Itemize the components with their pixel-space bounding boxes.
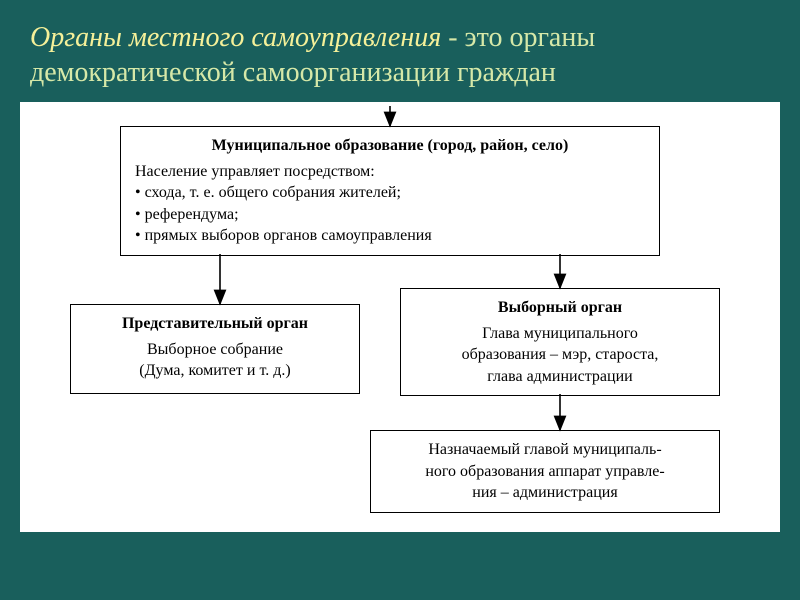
node-left-header: Представительный орган bbox=[85, 313, 345, 335]
bullet: схода, т. е. общего собрания жителей; bbox=[135, 182, 645, 204]
slide-title: Органы местного самоуправления - это орг… bbox=[0, 0, 800, 102]
node-municipal-entity: Муниципальное образование (город, район,… bbox=[120, 126, 660, 256]
node-left-line: (Дума, комитет и т. д.) bbox=[85, 360, 345, 382]
bullet: прямых выборов органов самоуправления bbox=[135, 225, 645, 247]
node-representative-body: Представительный орган Выборное собрание… bbox=[70, 304, 360, 394]
node-top-subheader: Население управляет посредством: bbox=[135, 161, 645, 183]
bullet: референдума; bbox=[135, 204, 645, 226]
node-right-header: Выборный орган bbox=[415, 297, 705, 319]
node-bottom-line: ного образования аппарат управле- bbox=[385, 461, 705, 483]
node-right-line: глава администрации bbox=[415, 366, 705, 388]
node-bottom-line: Назначаемый главой муниципаль- bbox=[385, 439, 705, 461]
node-elected-body: Выборный орган Глава муниципального обра… bbox=[400, 288, 720, 396]
title-italic: Органы местного самоуправления bbox=[30, 22, 441, 53]
node-left-line: Выборное собрание bbox=[85, 339, 345, 361]
node-top-header: Муниципальное образование (город, район,… bbox=[135, 135, 645, 157]
node-top-bullets: схода, т. е. общего собрания жителей; ре… bbox=[135, 182, 645, 247]
node-right-line: Глава муниципального bbox=[415, 323, 705, 345]
node-bottom-line: ния – администрация bbox=[385, 482, 705, 504]
node-right-line: образования – мэр, староста, bbox=[415, 344, 705, 366]
node-administration: Назначаемый главой муниципаль- ного обра… bbox=[370, 430, 720, 513]
diagram-area: Муниципальное образование (город, район,… bbox=[20, 102, 780, 532]
